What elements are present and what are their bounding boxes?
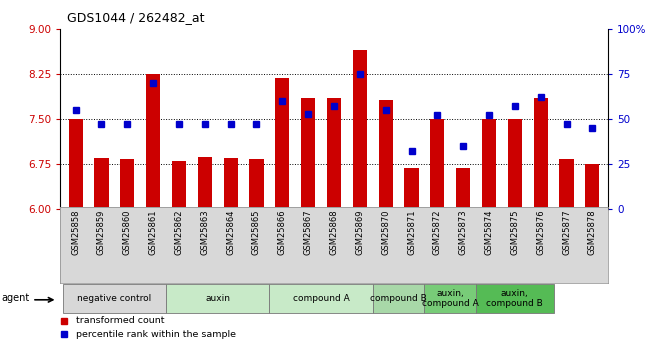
Text: GSM25858: GSM25858: [71, 209, 80, 255]
FancyBboxPatch shape: [269, 284, 373, 313]
Text: GSM25871: GSM25871: [407, 209, 416, 255]
FancyBboxPatch shape: [166, 284, 269, 313]
Text: auxin,
compound A: auxin, compound A: [422, 289, 479, 308]
Text: GSM25872: GSM25872: [433, 209, 442, 255]
Bar: [146, 74, 160, 209]
Text: GSM25859: GSM25859: [97, 209, 106, 255]
Text: transformed count: transformed count: [76, 316, 164, 325]
Text: GSM25874: GSM25874: [484, 209, 494, 255]
Bar: [379, 100, 393, 209]
Bar: [275, 78, 289, 209]
Text: compound B: compound B: [370, 294, 427, 303]
Text: GSM25870: GSM25870: [381, 209, 390, 255]
Bar: [301, 98, 315, 209]
Text: GSM25873: GSM25873: [459, 209, 468, 255]
Text: GSM25861: GSM25861: [149, 209, 158, 255]
Bar: [198, 157, 212, 209]
Text: auxin: auxin: [205, 294, 230, 303]
Text: GSM25867: GSM25867: [304, 209, 313, 255]
Text: GSM25878: GSM25878: [588, 209, 597, 255]
FancyBboxPatch shape: [63, 284, 166, 313]
Text: GSM25876: GSM25876: [536, 209, 545, 255]
Text: compound A: compound A: [293, 294, 349, 303]
Text: GSM25860: GSM25860: [123, 209, 132, 255]
Text: GSM25864: GSM25864: [226, 209, 235, 255]
Bar: [172, 161, 186, 209]
Text: GSM25866: GSM25866: [278, 209, 287, 255]
Bar: [585, 164, 599, 209]
Bar: [534, 98, 548, 209]
Bar: [224, 158, 238, 209]
Bar: [482, 119, 496, 209]
Text: GSM25869: GSM25869: [355, 209, 364, 255]
FancyBboxPatch shape: [476, 284, 554, 313]
Text: percentile rank within the sample: percentile rank within the sample: [76, 330, 236, 339]
Bar: [430, 119, 444, 209]
Text: GSM25862: GSM25862: [174, 209, 184, 255]
Bar: [120, 159, 134, 209]
Text: GSM25868: GSM25868: [329, 209, 339, 255]
Bar: [94, 158, 109, 209]
Text: GSM25865: GSM25865: [252, 209, 261, 255]
Text: GSM25877: GSM25877: [562, 209, 571, 255]
Text: negative control: negative control: [77, 294, 152, 303]
Bar: [404, 168, 419, 209]
Bar: [249, 159, 264, 209]
Text: GDS1044 / 262482_at: GDS1044 / 262482_at: [67, 11, 204, 24]
Text: GSM25863: GSM25863: [200, 209, 209, 255]
FancyBboxPatch shape: [424, 284, 476, 313]
Bar: [353, 50, 367, 209]
Text: GSM25875: GSM25875: [510, 209, 519, 255]
Bar: [559, 159, 574, 209]
Bar: [327, 98, 341, 209]
FancyBboxPatch shape: [373, 284, 424, 313]
Text: agent: agent: [1, 294, 29, 303]
Bar: [456, 168, 470, 209]
Bar: [508, 119, 522, 209]
Bar: [69, 119, 83, 209]
Text: auxin,
compound B: auxin, compound B: [486, 289, 543, 308]
